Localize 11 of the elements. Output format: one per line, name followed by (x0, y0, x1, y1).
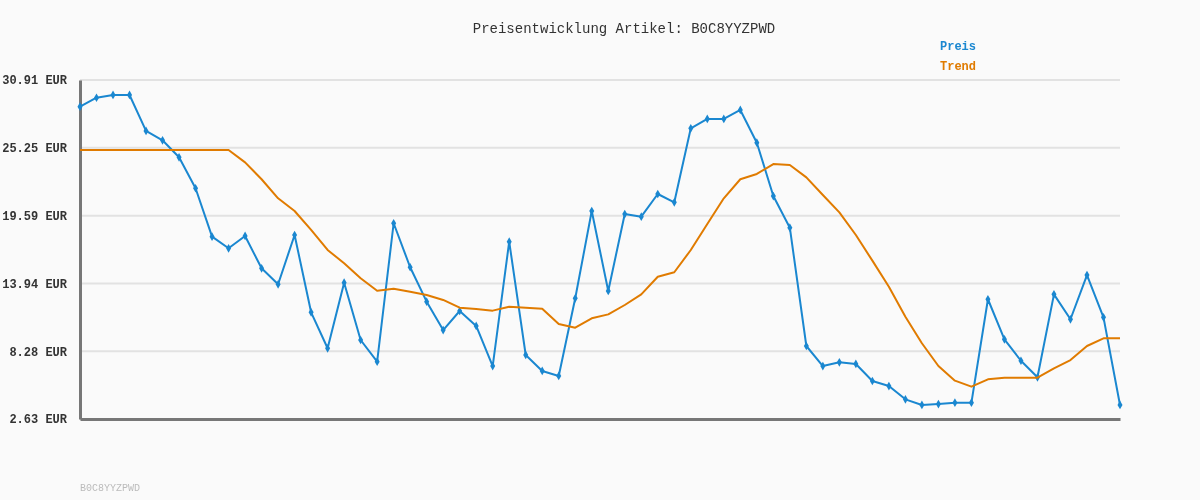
chart-title: Preisentwicklung Artikel: B0C8YYZPWD (472, 21, 776, 37)
text: B0C8YYZPWD (80, 483, 141, 494)
y-tick-label: 8.28 EUR (9, 345, 68, 360)
text: Trend (940, 60, 977, 74)
y-tick-label: 25.25 EUR (2, 142, 68, 157)
y-tick-label: 13.94 EUR (2, 277, 68, 292)
y-tick-label: 30.91 EUR (2, 74, 68, 89)
y-tick-label: 19.59 EUR (2, 210, 68, 225)
y-tick-label: 2.63 EUR (9, 413, 68, 428)
line-series (79, 149, 1121, 388)
text: Preis (940, 40, 977, 54)
